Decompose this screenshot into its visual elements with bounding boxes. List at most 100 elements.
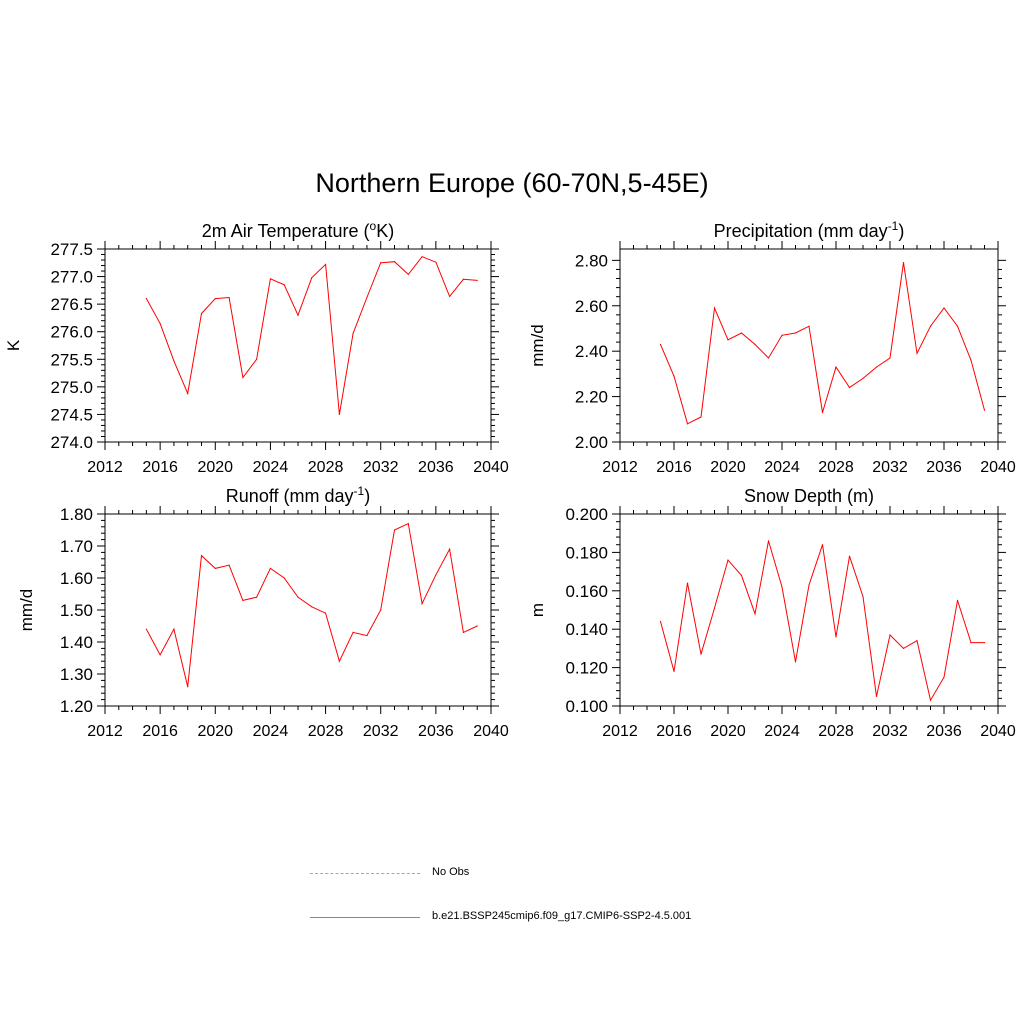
- y-tick-label-temperature: 274.0: [50, 433, 93, 452]
- data-point-runoff: [214, 567, 216, 570]
- data-point-precipitation: [659, 343, 662, 345]
- x-tick-label-runoff: 2028: [308, 723, 344, 740]
- data-point-runoff: [159, 654, 161, 656]
- data-point-snow-depth: [902, 647, 905, 650]
- legend-item-no-obs: No Obs: [310, 864, 730, 884]
- panel-title-snow-depth: Snow Depth (m): [744, 486, 874, 506]
- data-point-snow-depth: [713, 607, 716, 609]
- data-point-runoff: [462, 631, 465, 634]
- data-point-runoff: [338, 660, 340, 662]
- y-tick-label-snow-depth: 0.100: [565, 697, 608, 716]
- data-point-snow-depth: [673, 670, 675, 673]
- data-point-temperature: [435, 261, 437, 263]
- data-point-snow-depth: [767, 540, 770, 542]
- legend-label-model-run: b.e21.BSSP245cmip6.f09_g17.CMIP6-SSP2-4.…: [432, 910, 692, 922]
- data-point-snow-depth: [727, 559, 729, 561]
- series-line-snow-depth: [660, 540, 985, 702]
- x-tick-label-temperature: 2020: [197, 459, 233, 476]
- data-point-temperature: [366, 296, 368, 299]
- plot-frame-snow-depth: [619, 513, 999, 707]
- x-tick-label-precipitation: 2032: [872, 459, 908, 476]
- x-tick-label-temperature: 2032: [363, 459, 399, 476]
- data-point-snow-depth: [659, 620, 662, 623]
- y-tick-label-runoff: 1.60: [60, 569, 93, 588]
- data-point-snow-depth: [889, 634, 891, 636]
- data-point-runoff: [145, 628, 147, 630]
- legend: No Obs b.e21.BSSP245cmip6.f09_g17.CMIP6-…: [310, 860, 730, 940]
- plot-frame-precipitation: [619, 248, 999, 443]
- data-point-snow-depth: [835, 636, 837, 638]
- data-point-runoff: [242, 599, 244, 602]
- series-line-precipitation: [660, 262, 985, 425]
- data-point-precipitation: [902, 262, 905, 264]
- legend-swatch-model-run: [310, 917, 420, 918]
- data-point-precipitation: [781, 334, 783, 336]
- data-point-runoff: [228, 564, 230, 566]
- y-tick-label-temperature: 275.0: [50, 378, 93, 397]
- data-point-runoff: [380, 609, 382, 611]
- data-point-runoff: [187, 686, 189, 688]
- data-point-temperature: [449, 295, 451, 298]
- data-point-temperature: [338, 413, 340, 416]
- x-tick-label-precipitation: 2028: [818, 459, 854, 476]
- x-tick-label-snow-depth: 2012: [602, 723, 638, 740]
- data-point-runoff: [421, 603, 423, 605]
- x-tick-label-runoff: 2020: [197, 723, 233, 740]
- x-tick-label-runoff: 2036: [418, 723, 454, 740]
- y-tick-label-precipitation: 2.80: [575, 251, 608, 270]
- data-point-temperature: [242, 376, 244, 379]
- data-point-runoff: [407, 523, 409, 525]
- data-point-precipitation: [889, 357, 891, 359]
- data-point-precipitation: [875, 366, 878, 368]
- data-point-precipitation: [808, 325, 810, 327]
- plot-frame-runoff: [104, 513, 492, 707]
- data-point-temperature: [187, 392, 189, 395]
- y-tick-label-temperature: 274.5: [50, 405, 93, 424]
- data-point-snow-depth: [983, 642, 986, 644]
- data-point-snow-depth: [740, 574, 743, 577]
- data-point-precipitation: [983, 409, 986, 411]
- data-point-runoff: [449, 548, 451, 550]
- chart-snow-depth: 2012 2016 2020 2024 2028 2032 2036 2040 0.100 0.1…: [528, 486, 1016, 740]
- x-tick-label-runoff: 2032: [363, 723, 399, 740]
- data-point-runoff: [435, 574, 437, 576]
- data-point-snow-depth: [929, 699, 932, 701]
- data-point-snow-depth: [943, 676, 945, 678]
- data-point-precipitation: [929, 325, 932, 327]
- data-point-runoff: [366, 635, 368, 637]
- data-point-temperature: [228, 296, 230, 299]
- legend-item-model-run: b.e21.BSSP245cmip6.f09_g17.CMIP6-SSP2-4.…: [310, 908, 730, 928]
- data-point-runoff: [393, 529, 396, 531]
- data-point-runoff: [200, 555, 203, 557]
- data-point-temperature: [145, 298, 147, 300]
- data-point-runoff: [324, 612, 327, 614]
- data-point-temperature: [324, 263, 327, 266]
- data-point-temperature: [297, 314, 299, 316]
- data-point-precipitation: [740, 332, 743, 334]
- data-point-runoff: [311, 606, 313, 608]
- x-tick-label-snow-depth: 2016: [656, 723, 692, 740]
- data-point-temperature: [200, 312, 203, 315]
- data-point-runoff: [269, 567, 272, 570]
- chart-temperature: 2012 2016 2020 2024 2028 2032 2036 2040 274.0 274…: [4, 219, 509, 476]
- y-tick-label-snow-depth: 0.180: [565, 543, 608, 562]
- x-tick-label-temperature: 2040: [473, 459, 509, 476]
- plot-frame-temperature: [104, 248, 492, 443]
- data-point-precipitation: [835, 366, 837, 368]
- page-title: Northern Europe (60-70N,5-45E): [315, 168, 709, 198]
- data-point-snow-depth: [821, 544, 824, 546]
- series-line-temperature: [145, 256, 478, 415]
- x-tick-label-runoff: 2012: [87, 723, 123, 740]
- data-point-temperature: [173, 360, 175, 362]
- y-tick-label-temperature: 275.5: [50, 350, 93, 369]
- data-point-snow-depth: [700, 653, 702, 655]
- data-point-precipitation: [767, 357, 770, 359]
- y-tick-label-snow-depth: 0.140: [565, 620, 608, 639]
- y-tick-label-runoff: 1.80: [60, 505, 93, 524]
- x-tick-label-precipitation: 2040: [980, 459, 1016, 476]
- x-tick-label-precipitation: 2020: [710, 459, 746, 476]
- data-point-temperature: [352, 332, 354, 334]
- data-point-snow-depth: [686, 582, 689, 584]
- data-point-runoff: [256, 596, 258, 598]
